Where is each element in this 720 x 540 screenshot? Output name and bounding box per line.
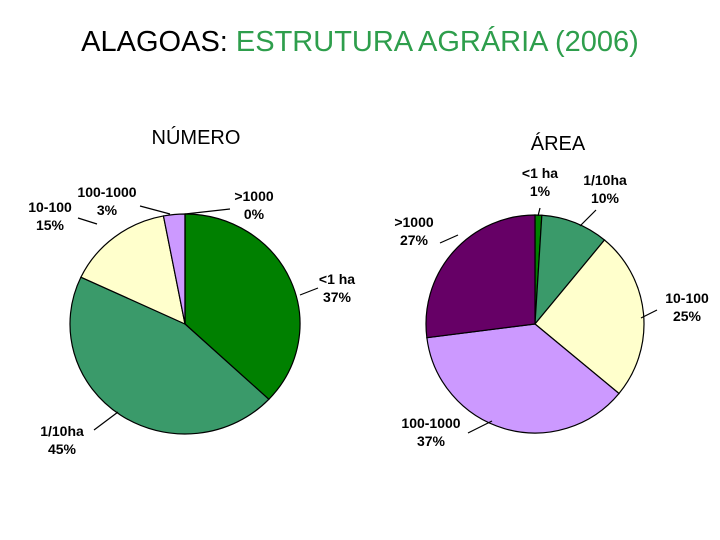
slice-gt1000 <box>425 214 536 339</box>
label-category-100-1000: 100-1000 <box>77 184 136 200</box>
leader-line-100-1000 <box>139 205 171 215</box>
slice-1-10ha <box>69 276 270 435</box>
slice-10-100 <box>534 239 645 395</box>
label-value-10-100: 15% <box>36 217 65 233</box>
slice-lt1-ha <box>184 213 301 401</box>
label-category-1-10ha: 1/10ha <box>583 172 627 188</box>
chart-title-numero: NÚMERO <box>152 126 241 149</box>
leader-line-10-100 <box>77 217 98 225</box>
leader-line-gt1000 <box>184 208 231 215</box>
label-category-lt1-ha: <1 ha <box>522 165 558 181</box>
label-category-gt1000: >1000 <box>234 188 274 204</box>
leader-line-1-10ha <box>93 411 119 431</box>
slice-10-100 <box>80 215 186 326</box>
label-value-1-10ha: 10% <box>591 190 620 206</box>
label-value-lt1-ha: 1% <box>530 183 551 199</box>
leader-line-1-10ha <box>579 209 597 227</box>
label-category-lt1-ha: <1 ha <box>319 271 355 287</box>
title-prefix: ALAGOAS: <box>81 26 228 58</box>
label-value-gt1000: 27% <box>400 232 429 248</box>
label-category-1-10ha: 1/10ha <box>40 423 84 439</box>
label-category-10-100: 10-100 <box>28 199 72 215</box>
title-main: ESTRUTURA AGRÁRIA (2006) <box>235 26 639 58</box>
label-value-gt1000: 0% <box>244 206 265 222</box>
label-value-100-1000: 37% <box>417 433 446 449</box>
page-title: ALAGOAS: ESTRUTURA AGRÁRIA (2006) <box>0 26 720 59</box>
label-category-100-1000: 100-1000 <box>401 415 460 431</box>
label-value-100-1000: 3% <box>97 202 118 218</box>
leader-line-100-1000 <box>467 420 493 434</box>
slice-100-1000 <box>426 323 620 434</box>
leader-line-10-100 <box>640 309 658 319</box>
label-value-1-10ha: 45% <box>48 441 77 457</box>
pie-area: <1 ha 1% 1/10ha 10% 10-100 25% 100-1000 37% >100… <box>394 165 709 449</box>
label-category-gt1000: >1000 <box>394 214 434 230</box>
leader-line-lt1-ha <box>299 287 319 296</box>
label-value-10-100: 25% <box>673 308 702 324</box>
chart-title-area: ÁREA <box>531 132 586 155</box>
label-value-lt1-ha: 37% <box>323 289 352 305</box>
leader-line-lt1-ha <box>537 207 541 217</box>
label-category-10-100: 10-100 <box>665 290 709 306</box>
pie-numero: <1 ha 37% 1/10ha 45% 10-100 15% 100-1000 3% >100… <box>28 184 355 457</box>
leader-line-gt1000 <box>439 234 459 244</box>
